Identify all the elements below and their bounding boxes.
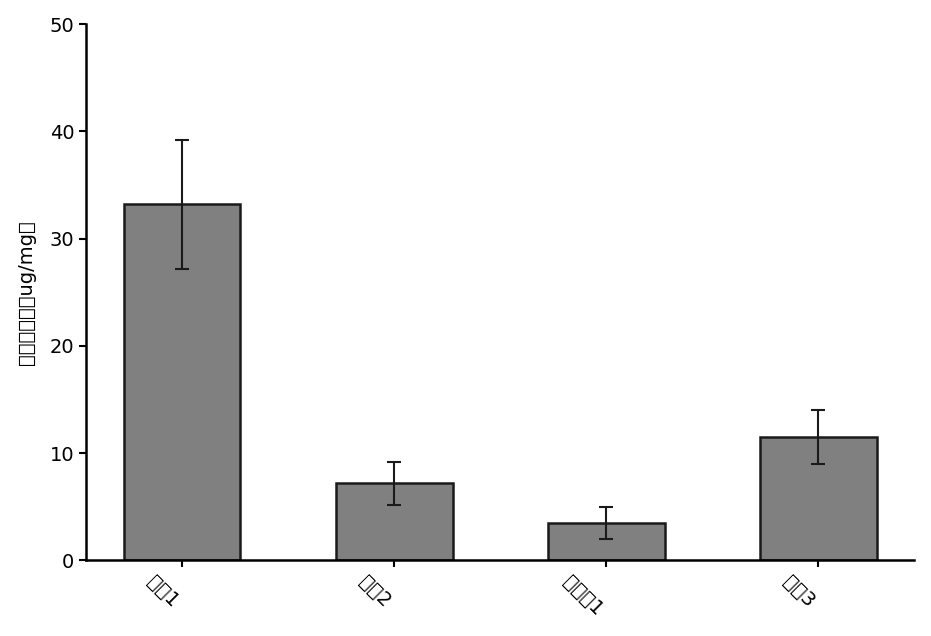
Y-axis label: 馒论子含量（ug/mg）: 馒论子含量（ug/mg）	[17, 220, 35, 364]
Bar	[124, 204, 240, 560]
Bar	[336, 483, 452, 560]
Bar	[548, 523, 665, 560]
Bar	[760, 437, 877, 560]
